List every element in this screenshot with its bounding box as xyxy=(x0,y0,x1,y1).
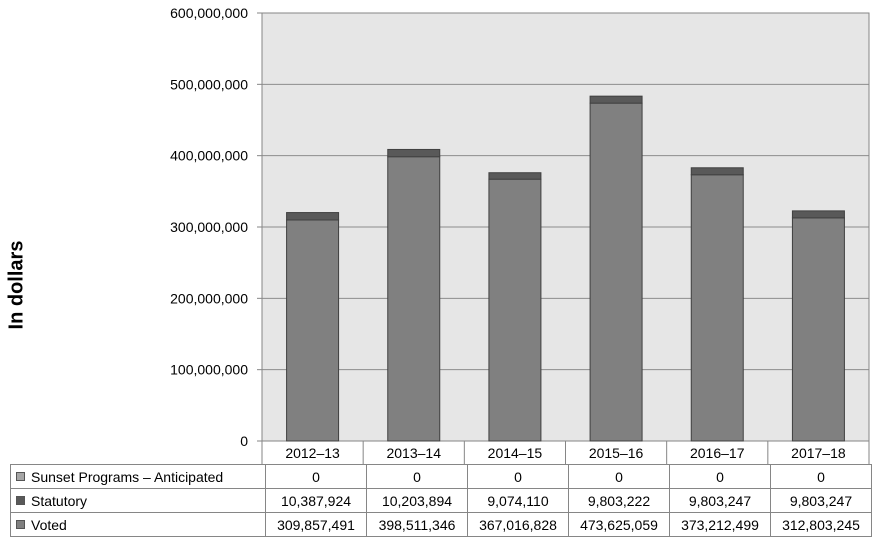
y-tick-label: 100,000,000 xyxy=(170,362,248,378)
bar-statutory-2015–16 xyxy=(589,95,643,104)
cell-voted-2015-16: 473,625,059 xyxy=(568,512,670,537)
x-category-label: 2014–15 xyxy=(488,445,543,461)
cell-voted-2013-14: 398,511,346 xyxy=(366,512,468,537)
x-category-label: 2013–14 xyxy=(386,445,441,461)
cell-statutory-2015-16: 9,803,222 xyxy=(568,488,670,513)
legend-label-voted: Voted xyxy=(31,516,67,533)
bar-statutory-2012–13 xyxy=(286,212,340,221)
cell-statutory-2012-13: 10,387,924 xyxy=(265,488,367,513)
x-category-label: 2012–13 xyxy=(285,445,340,461)
bar-voted-2016–17 xyxy=(690,174,744,442)
cell-voted-2014-15: 367,016,828 xyxy=(467,512,569,537)
y-tick-label: 300,000,000 xyxy=(170,219,248,235)
table-row-statutory: Statutory 10,387,924 10,203,894 9,074,11… xyxy=(10,488,872,513)
bar-statutory-2013–14 xyxy=(387,148,441,158)
x-category-label: 2017–18 xyxy=(791,445,846,461)
y-tick-label: 500,000,000 xyxy=(170,76,248,92)
cell-sunset-2014-15: 0 xyxy=(467,464,569,489)
cell-statutory-2014-15: 9,074,110 xyxy=(467,488,569,513)
legend-voted: Voted xyxy=(10,512,266,537)
cell-sunset-2016-17: 0 xyxy=(669,464,771,489)
cell-sunset-2012-13: 0 xyxy=(265,464,367,489)
legend-swatch-voted xyxy=(16,519,25,529)
legend-swatch-sunset xyxy=(16,471,25,481)
y-tick-label: 600,000,000 xyxy=(170,5,248,21)
bar-voted-2012–13 xyxy=(286,219,340,442)
legend-label-sunset: Sunset Programs – Anticipated xyxy=(31,468,224,485)
y-axis-label: In dollars xyxy=(4,140,30,430)
table-row-sunset: Sunset Programs – Anticipated 0 0 0 0 0 … xyxy=(10,464,872,489)
cell-sunset-2015-16: 0 xyxy=(568,464,670,489)
y-tick-label: 400,000,000 xyxy=(170,148,248,164)
legend-label-statutory: Statutory xyxy=(31,492,88,509)
cell-voted-2012-13: 309,857,491 xyxy=(265,512,367,537)
cell-statutory-2013-14: 10,203,894 xyxy=(366,488,468,513)
stacked-bar-chart: 0 100,000,000 200,000,000 300,000,000 400,00… xyxy=(170,5,870,464)
bar-voted-2013–14 xyxy=(387,156,441,442)
legend-swatch-statutory xyxy=(16,495,25,505)
y-tick-label: 200,000,000 xyxy=(170,290,248,306)
bar-statutory-2014–15 xyxy=(488,172,542,180)
cell-sunset-2017-18: 0 xyxy=(770,464,872,489)
data-table: Sunset Programs – Anticipated 0 0 0 0 0 … xyxy=(10,464,872,537)
cell-statutory-2016-17: 9,803,247 xyxy=(669,488,771,513)
y-axis-label-text: In dollars xyxy=(5,240,28,330)
cell-voted-2017-18: 312,803,245 xyxy=(770,512,872,537)
bar-voted-2015–16 xyxy=(589,102,643,442)
bar-voted-2014–15 xyxy=(488,178,542,442)
cell-voted-2016-17: 373,212,499 xyxy=(669,512,771,537)
bar-voted-2017–18 xyxy=(791,217,845,442)
bar-statutory-2017–18 xyxy=(791,210,845,219)
bar-statutory-2016–17 xyxy=(690,167,744,176)
cell-sunset-2013-14: 0 xyxy=(366,464,468,489)
cell-statutory-2017-18: 9,803,247 xyxy=(770,488,872,513)
table-row-voted: Voted 309,857,491 398,511,346 367,016,82… xyxy=(10,512,872,537)
x-category-label: 2015–16 xyxy=(589,445,644,461)
legend-statutory: Statutory xyxy=(10,488,266,513)
x-category-label: 2016–17 xyxy=(690,445,745,461)
y-tick-label: 0 xyxy=(240,433,248,449)
legend-sunset: Sunset Programs – Anticipated xyxy=(10,464,266,489)
